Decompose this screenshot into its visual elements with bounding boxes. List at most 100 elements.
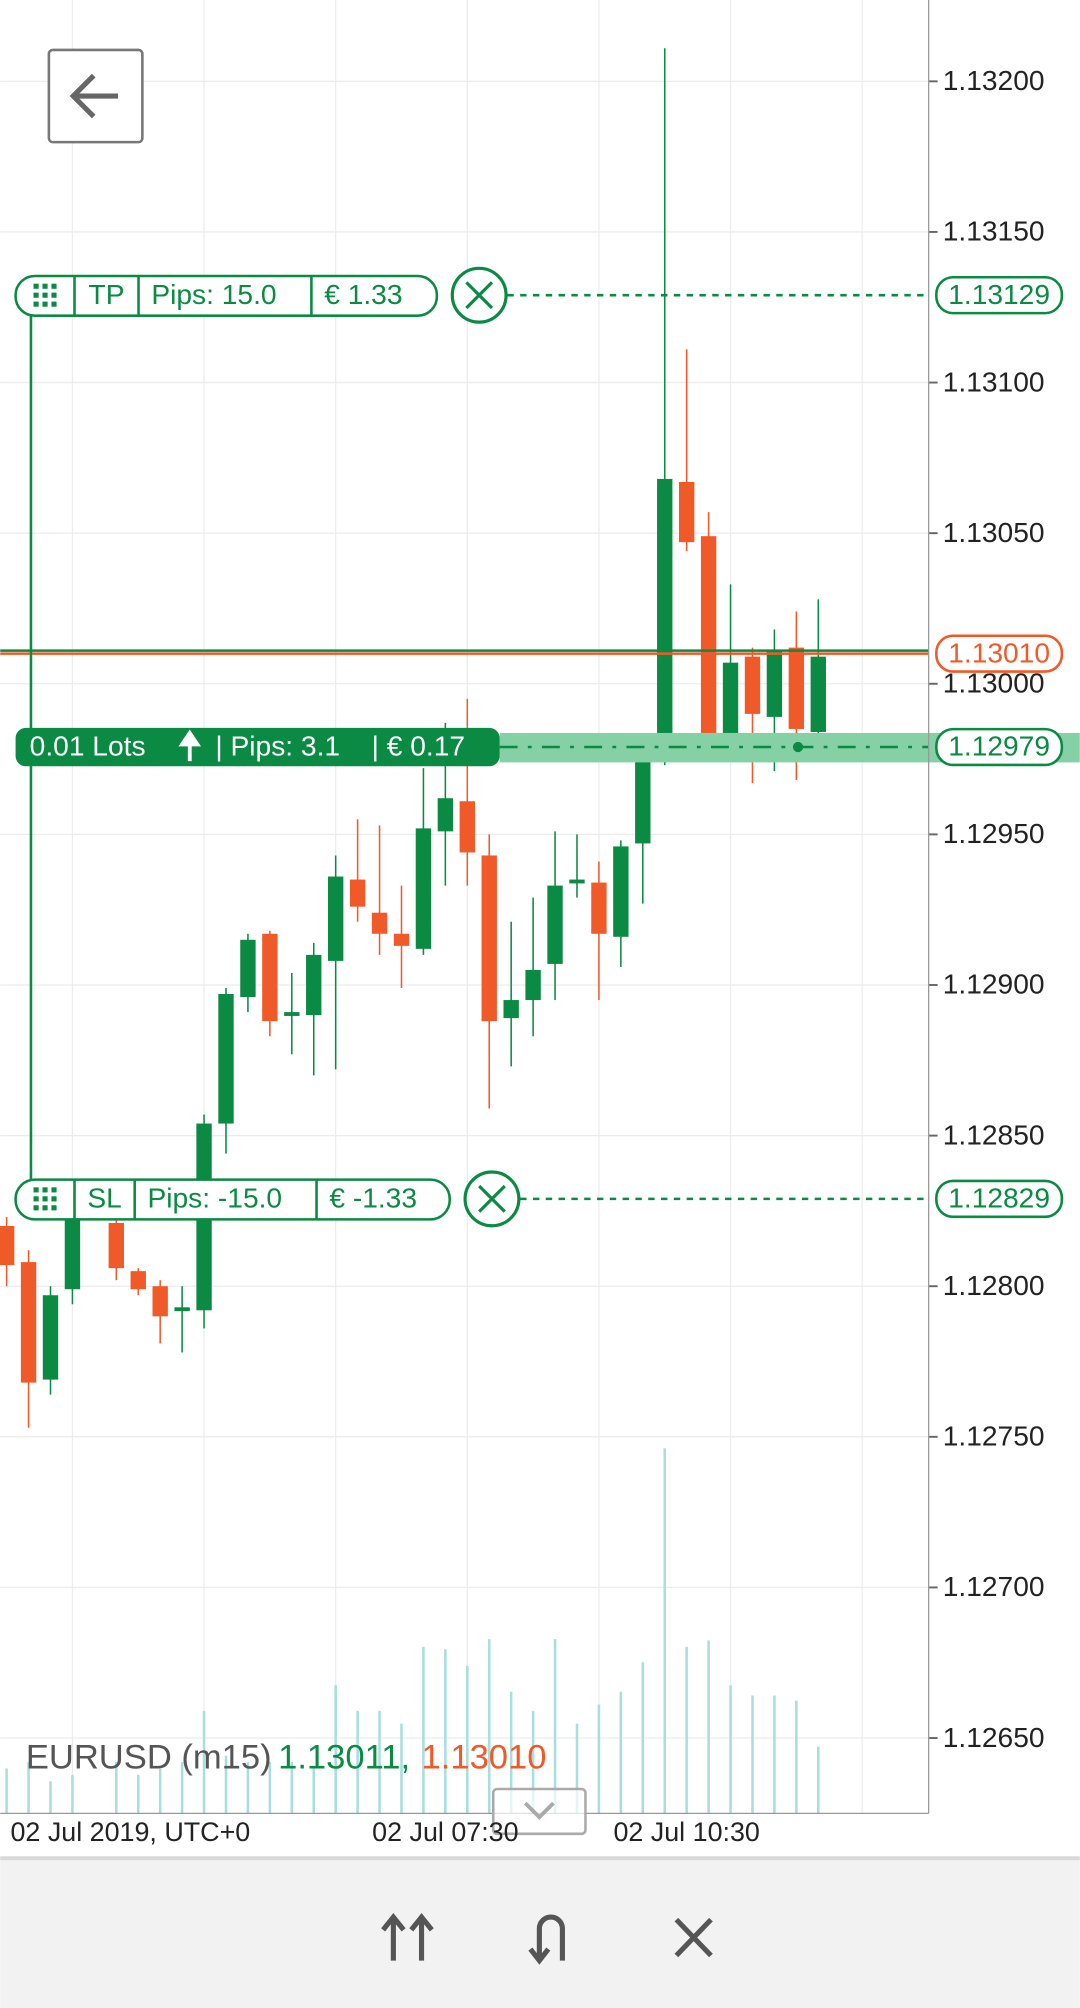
collapse-frame[interactable] [491,1787,587,1836]
grip-dot[interactable] [33,283,39,289]
candle-body [591,882,607,934]
stop_loss-price-tag-frame [935,1179,1064,1219]
candle-body [722,662,739,738]
position-direction-arrow [178,729,202,762]
symbol-name: EURUSD (m15) [26,1739,272,1777]
grip-dot[interactable] [42,1187,48,1193]
legend-ask: 1.13011, [278,1739,410,1777]
grip-dot[interactable] [33,1196,39,1202]
stop_loss-tag: SL [87,1182,121,1214]
y-tick-label: 1.12700 [943,1570,1045,1602]
y-tick-label: 1.12900 [943,968,1045,1000]
grip-dot[interactable] [42,283,48,289]
candle-body [284,1012,300,1016]
candle-body [569,879,585,884]
grip-dot[interactable] [33,1187,39,1193]
stop_loss-amount: € -1.33 [329,1182,417,1214]
candle-body [393,933,410,946]
candle-body [613,846,629,937]
candle-body [481,855,497,1022]
reverse-icon[interactable] [528,1914,565,1965]
bid-price-tag-frame [935,634,1064,673]
take_profit-tag: TP [89,278,125,310]
candle-body [415,828,432,949]
grip-dot[interactable] [33,1205,39,1211]
position-amount: | € 0.17 [372,730,465,762]
grip-dot[interactable] [51,1187,57,1193]
y-tick-label: 1.13050 [943,516,1045,548]
y-tick-label: 1.12950 [943,817,1045,849]
back-button[interactable] [47,48,144,144]
candle-body [744,656,761,714]
candle-body [218,994,234,1124]
candle-body [525,969,541,1001]
candle-body [788,647,805,729]
collapse-button[interactable] [491,1787,587,1836]
y-tick-label: 1.13000 [943,666,1045,698]
take_profit-price-tag: 1.13129 [948,278,1050,310]
grip-dot[interactable] [42,1196,48,1202]
candle-body [42,1295,59,1380]
y-tick-label: 1.13200 [943,64,1045,96]
position-lots: 0.01 Lots [30,730,146,762]
stop_loss-price-tag: 1.12829 [948,1182,1050,1214]
candle-body [678,481,695,543]
y-tick-label: 1.12850 [943,1118,1045,1150]
stop_loss-pips: Pips: -15.0 [147,1182,282,1214]
candle-body [437,798,454,832]
candle-body [130,1271,146,1290]
candle-body [108,1222,124,1269]
y-tick-label: 1.12650 [943,1721,1045,1753]
stop_loss-label-frame[interactable] [14,1178,451,1221]
take_profit-pips: Pips: 15.0 [151,278,276,310]
grip-dot[interactable] [51,1196,57,1202]
candle-body [327,876,344,961]
y-tick-label: 1.13100 [943,365,1045,397]
grip-dot[interactable] [51,292,57,298]
grip-dot[interactable] [33,292,39,298]
take_profit-label-frame[interactable] [14,274,439,317]
position-label[interactable] [15,727,500,767]
candle-body [657,478,673,748]
position-price-tag: 1.12979 [948,730,1050,762]
legend-bid: 1.13010 [422,1739,547,1777]
chevron-down[interactable] [523,1801,555,1820]
y-tick-label: 1.12800 [943,1269,1045,1301]
position-pips: | Pips: 3.1 [215,730,340,762]
x-tick-label: 02 Jul 2019, UTC+0 [10,1817,250,1847]
candle-body [700,536,717,735]
grip-dot[interactable] [33,301,39,307]
position-dot [792,741,804,753]
x-tick-label: 02 Jul 07:30 [372,1817,518,1847]
take_profit-amount: € 1.33 [324,278,402,310]
candle-body [240,939,256,998]
candle-body [371,912,388,934]
volume-layer [5,1448,820,1814]
grip-dot[interactable] [51,283,57,289]
grip-dot[interactable] [51,301,57,307]
x-tick-label: 02 Jul 10:30 [613,1817,759,1847]
grip-dot[interactable] [42,1205,48,1211]
overlay-layer: 1.13010 TP Pips: 15.0 € 1.33 1.13129 SL Pips: … [0,266,1080,1777]
y-tick-label: 1.12750 [943,1420,1045,1452]
candle-body [766,650,783,717]
take_profit-close-x[interactable] [465,281,494,310]
back-arrow[interactable] [69,73,119,119]
close-icon[interactable] [674,1917,713,1958]
candle-body [503,1000,519,1019]
candle-body [635,747,651,844]
close-all-icon[interactable] [381,1912,434,1961]
position-price-tag-frame [935,727,1064,767]
candle-body [349,879,366,907]
stop_loss-close-x[interactable] [478,1184,506,1213]
candle-body [810,656,826,732]
take_profit-price-tag-frame [935,275,1064,315]
candle-body [262,933,278,1022]
grip-dot[interactable] [51,1205,57,1211]
grip-dot[interactable] [42,301,48,307]
grip-dot[interactable] [42,292,48,298]
candle-body [20,1262,37,1383]
